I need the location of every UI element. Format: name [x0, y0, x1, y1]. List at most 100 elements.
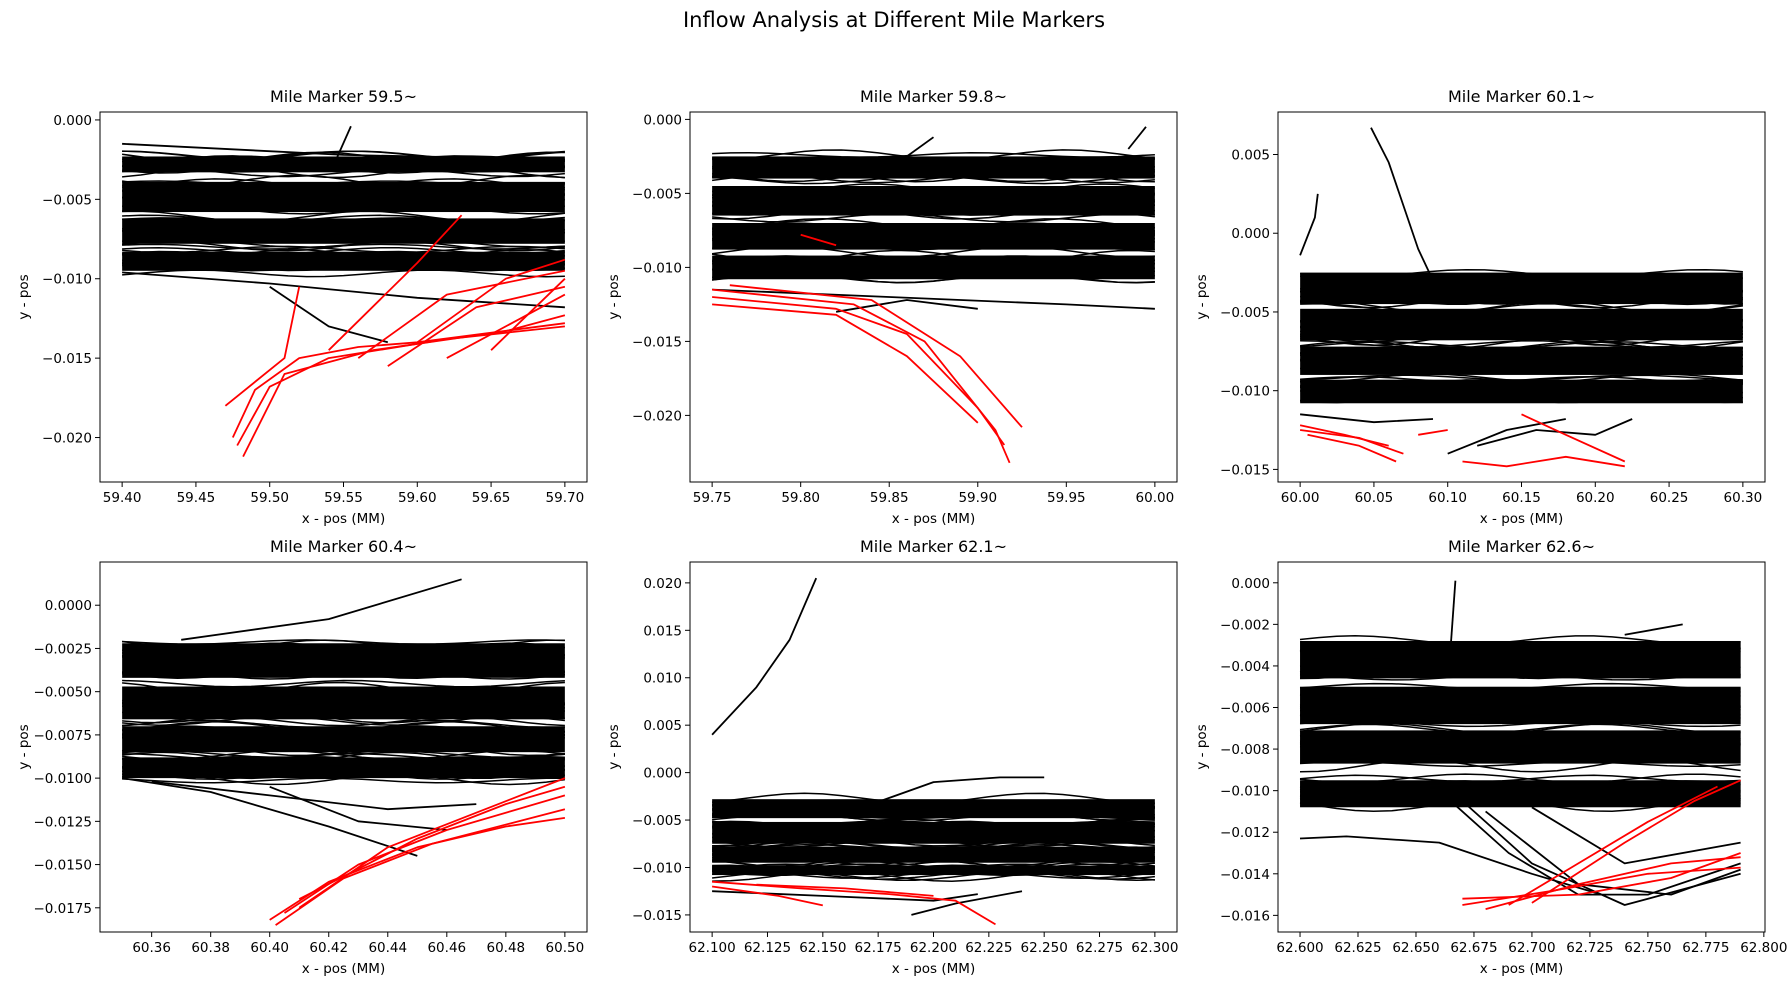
x-tick-label: 59.80 — [781, 490, 820, 506]
trajectory-line — [151, 780, 477, 811]
trajectory-line — [712, 863, 1155, 874]
trajectory-line — [1299, 712, 1741, 722]
y-ticks: 0.005 0.000 −0.005 −0.010 −0.015 — [1220, 148, 1278, 478]
trajectory-line — [121, 743, 565, 757]
subplot-mile-marker-60-4: 60.36 60.38 60.40 60.42 60.44 60.46 60.48 60.50… — [16, 537, 588, 977]
x-tick-label: 59.60 — [398, 490, 437, 506]
trajectory-line — [712, 222, 1155, 236]
x-ticks: 59.40 59.45 59.50 59.55 59.60 59.65 59.70 — [103, 482, 584, 506]
trajectory-line — [1449, 580, 1457, 646]
inflow-trajectory — [298, 785, 566, 900]
subplot-title: Mile Marker 59.5~ — [270, 87, 417, 106]
trajectory-line — [121, 174, 565, 188]
y-tick-label: −0.006 — [1220, 701, 1270, 717]
trajectory-line — [122, 736, 565, 750]
inflow-trajectory — [729, 284, 1023, 428]
trajectory-line — [1300, 358, 1743, 368]
trajectory-line — [122, 196, 565, 207]
x-tick-label: 59.95 — [1047, 490, 1086, 506]
inflow-trajectory — [800, 233, 837, 247]
trajectory-line — [1624, 623, 1683, 636]
trajectory-line — [712, 836, 1155, 842]
trajectory-line — [1299, 794, 1741, 801]
inflow-trajectory — [1299, 424, 1389, 447]
plot-area — [121, 578, 566, 926]
trajectory-line — [1299, 381, 1743, 395]
x-tick-label: 60.10 — [1428, 490, 1467, 506]
trajectory-line — [1300, 274, 1743, 285]
trajectory-line — [121, 777, 418, 857]
trajectory-line — [122, 729, 565, 740]
x-tick-label: 62.625 — [1334, 940, 1381, 956]
x-axis-label: x - pos (MM) — [302, 511, 385, 527]
trajectory-line — [122, 188, 565, 196]
trajectory-line — [122, 692, 565, 706]
trajectory-line — [1300, 290, 1743, 298]
trajectory-line — [122, 190, 565, 200]
x-tick-label: 60.50 — [546, 940, 585, 956]
x-tick-label: 60.25 — [1650, 490, 1689, 506]
x-tick-label: 59.40 — [103, 490, 142, 506]
inflow-trajectory — [490, 278, 566, 351]
axes-frame — [689, 111, 1178, 483]
trajectory-line — [1300, 395, 1743, 404]
inflow-trajectory — [242, 314, 566, 458]
trajectory-line — [122, 155, 565, 163]
trajectory-line — [1300, 302, 1743, 315]
trajectory-line — [122, 178, 565, 189]
x-tick-label: 62.250 — [1021, 940, 1068, 956]
y-tick-label: 0.005 — [1231, 148, 1270, 164]
y-tick-label: −0.015 — [632, 334, 682, 350]
y-tick-label: −0.016 — [1220, 908, 1270, 924]
x-tick-label: 62.600 — [1276, 940, 1323, 956]
plot-area — [1299, 127, 1744, 468]
x-tick-label: 59.55 — [324, 490, 363, 506]
x-tick-label: 60.05 — [1355, 490, 1394, 506]
trajectory-line — [122, 770, 565, 777]
trajectory-line — [122, 756, 565, 768]
trajectory-line — [712, 213, 1155, 223]
inflow-trajectory — [711, 885, 823, 907]
trajectory-line — [269, 285, 389, 344]
x-tick-label: 60.00 — [1136, 490, 1175, 506]
trajectory-line — [1299, 646, 1741, 659]
trajectory-line — [181, 578, 462, 641]
y-tick-label: −0.0075 — [33, 728, 92, 744]
trajectory-line — [712, 218, 1155, 229]
x-tick-label: 60.40 — [250, 940, 289, 956]
trajectory-line — [712, 802, 1155, 813]
trajectory-line — [122, 651, 565, 662]
trajectory-line — [1299, 642, 1741, 653]
x-tick-label: 62.225 — [965, 940, 1012, 956]
trajectory-line — [712, 844, 1155, 853]
trajectory-line — [122, 248, 565, 261]
inflow-trajectory — [712, 303, 979, 424]
x-axis-label: x - pos (MM) — [892, 961, 975, 977]
figure-title: Inflow Analysis at Different Mile Marker… — [683, 8, 1105, 32]
y-axis-label: y - pos — [606, 274, 622, 319]
trajectory-line — [712, 803, 1155, 814]
trajectory-line — [122, 639, 565, 645]
y-axis-label: y - pos — [16, 724, 32, 769]
y-tick-label: 0.005 — [643, 718, 682, 734]
x-tick-label: 59.45 — [177, 490, 216, 506]
trajectory-line — [712, 201, 1155, 207]
trajectory-line — [712, 259, 1155, 268]
trajectory-line — [1299, 799, 1741, 813]
y-axis-label: y - pos — [1194, 274, 1210, 319]
x-tick-label: 60.44 — [368, 940, 407, 956]
y-tick-label: −0.010 — [42, 272, 92, 288]
trajectory-line — [1299, 713, 1741, 721]
trajectory-line — [122, 252, 565, 266]
trajectory-line — [712, 194, 1155, 204]
trajectory-line — [1299, 744, 1741, 752]
trajectory-line — [1300, 312, 1743, 322]
trajectory-line — [1299, 743, 1741, 749]
trajectory-line — [122, 695, 565, 706]
plot-area — [121, 125, 566, 458]
inflow-trajectory — [446, 293, 566, 359]
y-tick-label: −0.002 — [1220, 617, 1270, 633]
trajectory-line — [1299, 723, 1741, 734]
trajectory-line — [712, 863, 1155, 873]
inflow-trajectory — [1418, 429, 1448, 436]
